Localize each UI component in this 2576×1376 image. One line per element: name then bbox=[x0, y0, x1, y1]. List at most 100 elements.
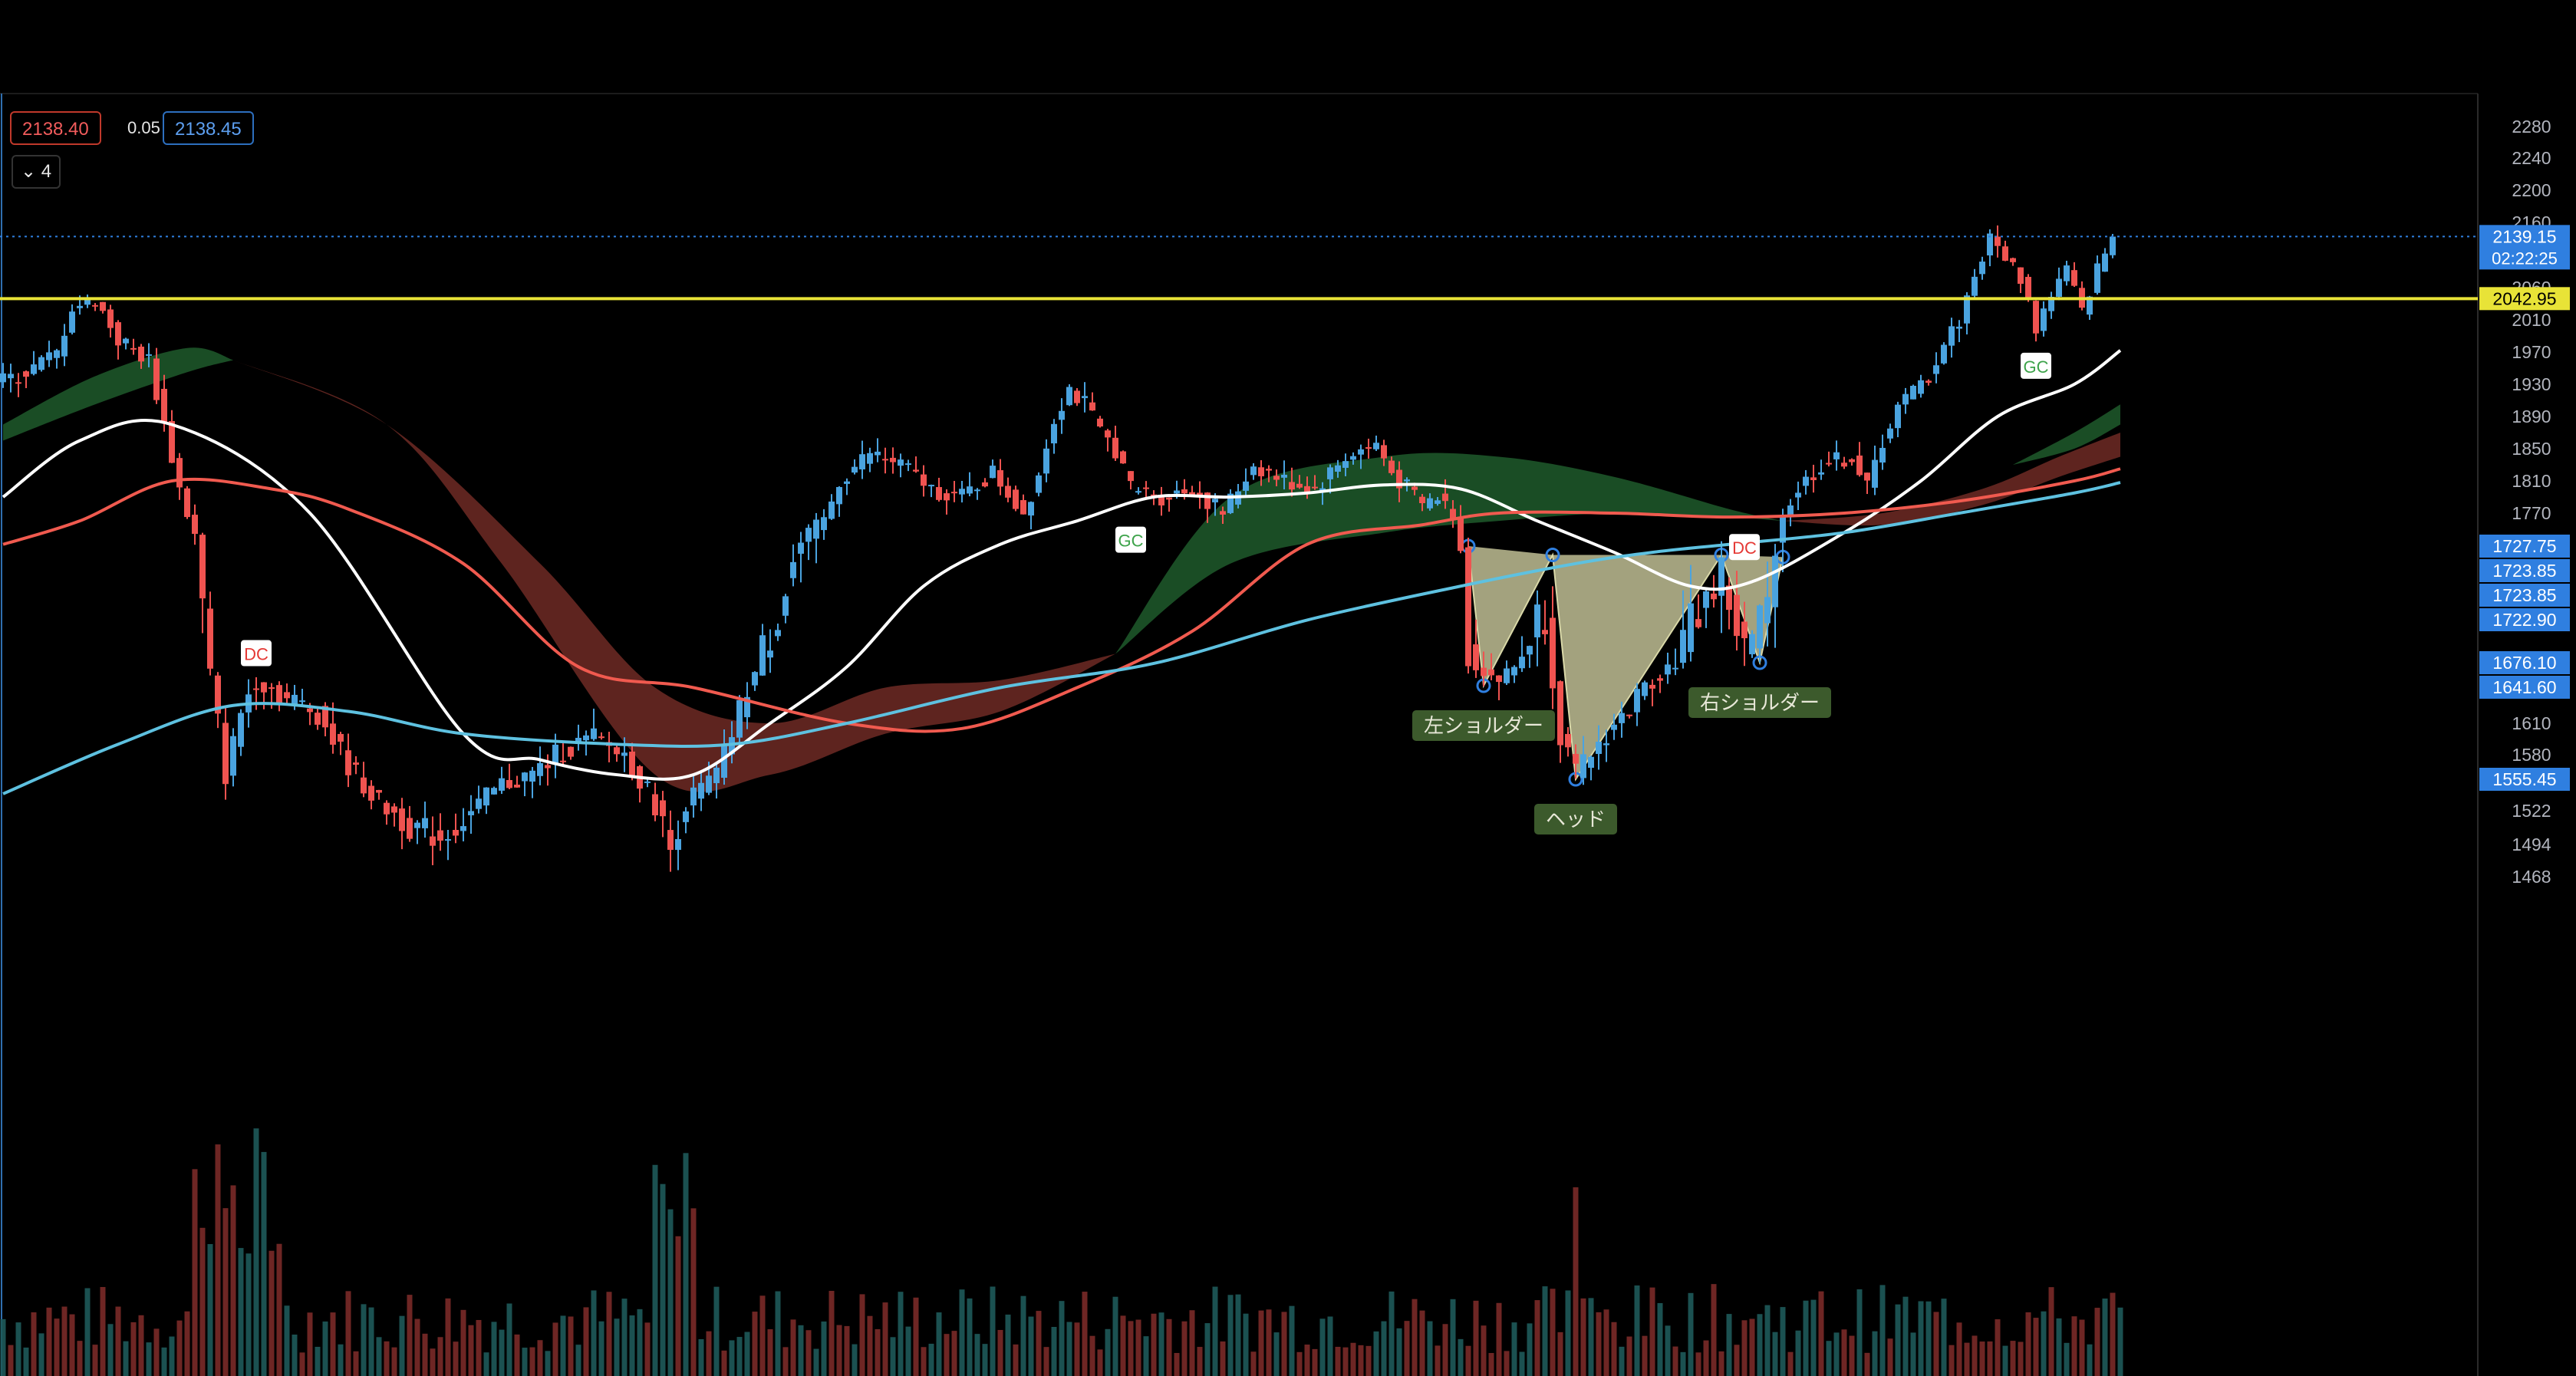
volume-bar bbox=[1596, 1312, 1602, 1376]
candle-body bbox=[1028, 502, 1034, 516]
volume-bar bbox=[268, 1250, 275, 1376]
volume-bar bbox=[46, 1307, 52, 1376]
volume-bar bbox=[1442, 1324, 1448, 1376]
volume-bar bbox=[384, 1341, 390, 1376]
candle-body bbox=[1511, 667, 1517, 676]
volume-bar bbox=[1948, 1345, 1955, 1376]
candle-body bbox=[69, 311, 75, 333]
candle-body bbox=[1979, 262, 1985, 275]
candle-body bbox=[959, 489, 965, 495]
volume-bar bbox=[92, 1345, 98, 1376]
volume-bar bbox=[368, 1307, 374, 1376]
volume-bar bbox=[107, 1324, 114, 1376]
candle-body bbox=[1181, 489, 1188, 494]
volume-bar bbox=[1787, 1351, 1794, 1376]
volume-bar bbox=[1557, 1332, 1563, 1376]
volume-bar bbox=[1112, 1296, 1118, 1376]
volume-bar bbox=[1611, 1322, 1617, 1376]
volume-bar bbox=[1550, 1289, 1556, 1376]
candle-body bbox=[1204, 492, 1211, 509]
candle-body bbox=[1312, 486, 1318, 489]
axis-tick-label: 1890 bbox=[2512, 407, 2551, 426]
volume-bar bbox=[2110, 1292, 2116, 1376]
candle-body bbox=[1626, 714, 1632, 716]
axis-tick-label: 1610 bbox=[2512, 713, 2551, 733]
volume-bar bbox=[1143, 1336, 1149, 1376]
candle-body bbox=[898, 459, 904, 466]
candle-body bbox=[1066, 387, 1072, 406]
candle-body bbox=[560, 760, 566, 762]
candle-body bbox=[1365, 447, 1372, 449]
candle-body bbox=[652, 794, 658, 816]
ma-band bbox=[1783, 433, 2120, 526]
volume-bar bbox=[407, 1295, 413, 1376]
axis-tick-label: 2280 bbox=[2512, 117, 2551, 137]
bid-price-button[interactable]: 2138.40 bbox=[10, 111, 101, 145]
volume-bar bbox=[238, 1248, 244, 1376]
cross-marker-bg bbox=[1729, 534, 1760, 561]
candle-body bbox=[1603, 743, 1609, 746]
candle-body bbox=[1596, 741, 1602, 754]
price-tag-label: 1555.45 bbox=[2492, 769, 2556, 789]
candle-body bbox=[476, 798, 482, 809]
candle-body bbox=[1611, 724, 1617, 730]
volume-bar bbox=[31, 1312, 37, 1376]
candle-body bbox=[77, 305, 83, 308]
volume-bar bbox=[721, 1350, 727, 1376]
volume-bar bbox=[537, 1340, 543, 1376]
volume-bar bbox=[1764, 1305, 1771, 1376]
candle-body bbox=[568, 746, 574, 757]
candle-body bbox=[299, 700, 305, 703]
price-tag-label: 1641.60 bbox=[2492, 677, 2556, 697]
volume-bar bbox=[1995, 1319, 2001, 1376]
ask-price-button[interactable]: 2138.45 bbox=[163, 111, 254, 145]
candle-body bbox=[1688, 603, 1694, 653]
volume-bar bbox=[299, 1352, 305, 1376]
volume-bar bbox=[1818, 1291, 1824, 1376]
candle-body bbox=[828, 501, 835, 519]
volume-bar bbox=[675, 1236, 681, 1376]
volume-bar bbox=[1266, 1309, 1272, 1376]
volume-bar bbox=[2102, 1299, 2108, 1376]
volume-bar bbox=[2048, 1287, 2054, 1376]
candle-body bbox=[752, 672, 758, 686]
volume-bar bbox=[928, 1343, 934, 1376]
candle-body bbox=[967, 486, 973, 494]
axis-tick-label: 2200 bbox=[2512, 180, 2551, 200]
volume-bar bbox=[1772, 1332, 1778, 1376]
ma-band bbox=[233, 360, 1115, 792]
candle-body bbox=[936, 487, 942, 500]
candle-body bbox=[1412, 486, 1418, 490]
volume-bar bbox=[2025, 1312, 2031, 1376]
volume-bar bbox=[1603, 1309, 1609, 1376]
volume-bar bbox=[1419, 1310, 1425, 1376]
cross-marker-label: GC bbox=[1118, 532, 1144, 551]
volume-bar bbox=[1519, 1351, 1525, 1376]
candle-body bbox=[215, 675, 221, 714]
volume-bar bbox=[1672, 1346, 1678, 1376]
axis-tick-label: 1810 bbox=[2512, 471, 2551, 491]
candle-body bbox=[1519, 657, 1525, 669]
candle-body bbox=[1642, 682, 1648, 696]
volume-bar bbox=[1066, 1322, 1072, 1376]
volume-bar bbox=[54, 1318, 60, 1376]
volume-bar bbox=[1933, 1312, 1939, 1376]
volume-bar bbox=[253, 1128, 259, 1376]
volume-bar bbox=[161, 1347, 167, 1376]
layers-toggle-button[interactable]: ⌄ 4 bbox=[12, 155, 61, 189]
volume-bar bbox=[491, 1322, 497, 1376]
price-tag-label: 1722.90 bbox=[2492, 610, 2556, 630]
volume-bar bbox=[2041, 1311, 2047, 1376]
candle-body bbox=[905, 463, 911, 466]
candle-body bbox=[2071, 270, 2077, 286]
volume-bar bbox=[529, 1347, 535, 1376]
candle-body bbox=[1887, 428, 1893, 439]
volume-bar bbox=[1273, 1332, 1280, 1376]
volume-bar bbox=[890, 1337, 896, 1376]
price-tag-bg bbox=[2479, 559, 2570, 582]
volume-bar bbox=[944, 1334, 950, 1376]
volume-bar bbox=[399, 1315, 405, 1376]
ma-band bbox=[2013, 404, 2120, 465]
volume-bar bbox=[790, 1319, 796, 1376]
